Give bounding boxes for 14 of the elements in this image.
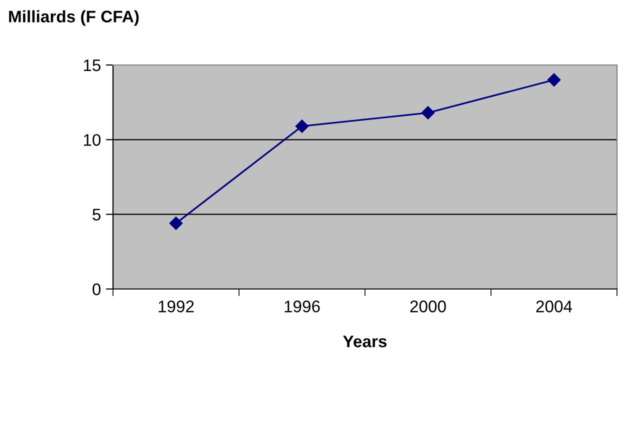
y-tick-label: 10 [84,134,101,146]
y-tick-label: 0 [92,283,101,296]
x-tick-label: 2004 [536,300,572,312]
x-tick-label: 1992 [158,300,194,312]
y-axis-title: Milliards (F CFA) [9,10,139,26]
x-axis-title: Years [343,336,387,348]
point [547,73,561,87]
y-tick-label: 5 [92,208,100,221]
x-tick-label: 2000 [410,300,446,312]
point [169,216,183,230]
x-tick-label: 1996 [284,300,320,312]
point [421,106,435,120]
y-tick-label: 15 [84,60,100,72]
point [295,120,309,133]
